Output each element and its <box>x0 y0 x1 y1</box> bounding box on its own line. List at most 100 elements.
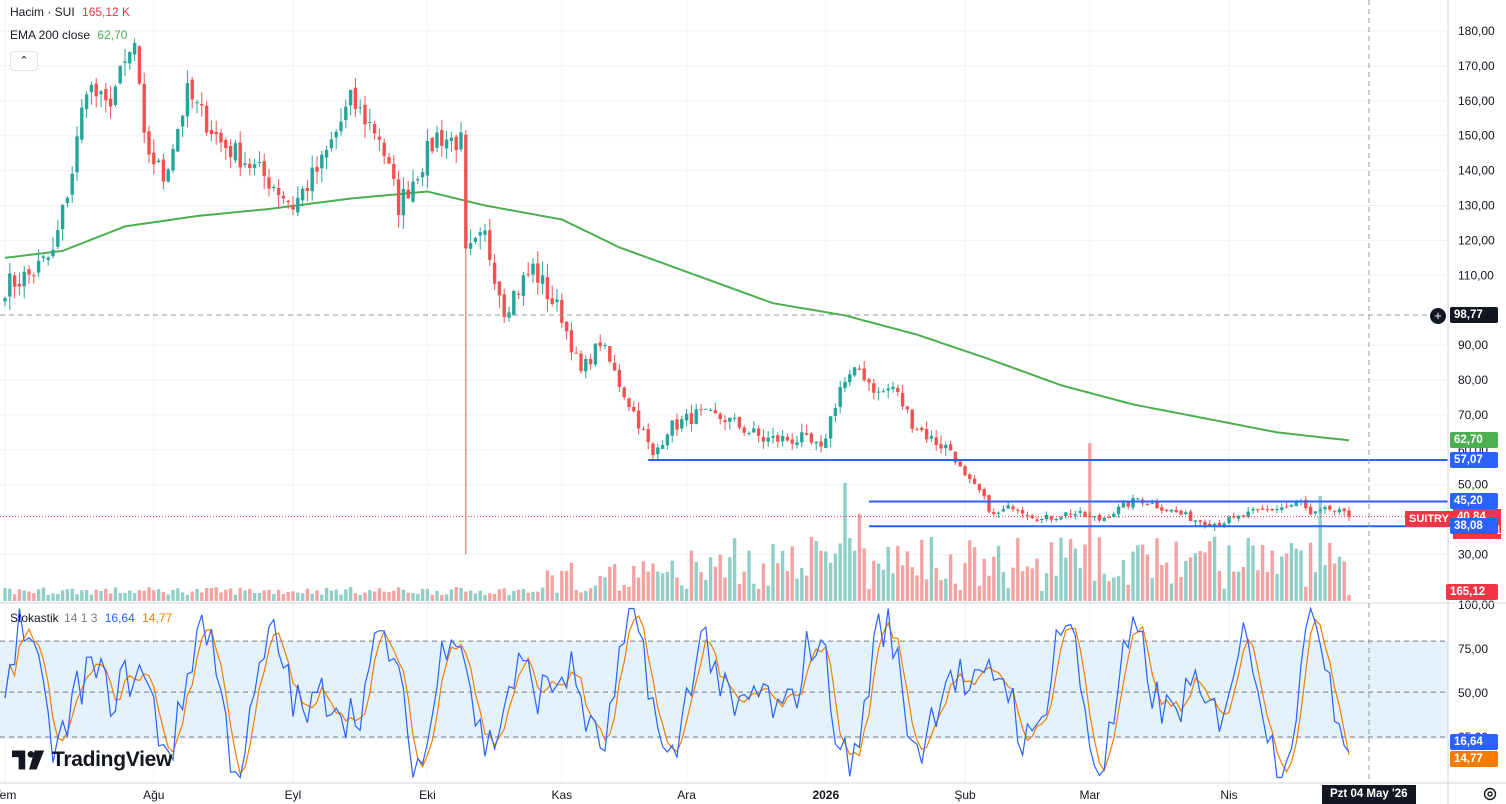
volume-bar <box>564 571 569 601</box>
volume-bar <box>536 591 540 601</box>
candle-body <box>785 436 790 441</box>
stoch-legend[interactable]: Stokastik 14 1 3 16,64 14,77 <box>10 611 172 625</box>
price-level-tag: 62,70 <box>1450 432 1498 449</box>
candle-body <box>1246 511 1250 517</box>
volume-bar <box>425 588 430 601</box>
volume-bar <box>915 575 919 601</box>
volume-bar <box>900 565 905 601</box>
volume-legend[interactable]: Hacim · SUI 165,12 K <box>10 5 130 19</box>
volume-bar <box>713 566 718 601</box>
candle-body <box>848 374 852 383</box>
candle-body <box>867 379 871 383</box>
volume-bar <box>440 594 444 601</box>
volume-bar <box>992 556 996 601</box>
volume-bar <box>1011 567 1015 601</box>
volume-bar <box>252 593 257 601</box>
volume-bar <box>1164 562 1169 601</box>
volume-bar <box>1121 559 1126 601</box>
volume-bar <box>550 575 554 601</box>
volume-bar <box>214 587 218 601</box>
candle-body <box>17 283 22 287</box>
candle-body <box>1044 514 1049 520</box>
candle-body <box>732 418 737 420</box>
candle-body <box>641 428 646 430</box>
candle-body <box>497 281 502 296</box>
candle-body <box>651 443 655 456</box>
volume-bar <box>1280 556 1284 601</box>
candle-body <box>1241 515 1246 517</box>
volume-bar <box>1232 571 1236 601</box>
candle-body <box>670 420 674 436</box>
candle-body <box>843 381 847 389</box>
candle-body <box>1188 511 1193 522</box>
candle-body <box>56 230 60 247</box>
candle-body <box>900 392 905 407</box>
volume-bar <box>435 590 439 601</box>
candle-body <box>1145 503 1150 505</box>
price-tick-label: 120,00 <box>1458 233 1495 247</box>
candle-body <box>185 83 190 117</box>
candle-body <box>1059 517 1063 520</box>
candle-body <box>819 441 823 447</box>
ema-legend[interactable]: EMA 200 close 62,70 <box>10 28 127 42</box>
candle-body <box>1256 509 1260 511</box>
volume-bar <box>694 562 698 601</box>
collapse-legend-button[interactable]: ⌃ <box>10 51 38 71</box>
stoch-tick-label: 100,00 <box>1458 598 1495 612</box>
volume-bar <box>656 571 660 601</box>
candle-body <box>416 179 420 181</box>
candle-body <box>425 141 430 176</box>
candle-body <box>545 277 550 300</box>
candle-body <box>1006 505 1010 509</box>
candle-body <box>1011 506 1015 510</box>
volume-bar <box>320 594 324 601</box>
volume-bar <box>1092 580 1097 601</box>
candle-body <box>632 406 636 412</box>
candle-body <box>459 132 463 150</box>
candle-body <box>1289 505 1294 507</box>
volume-bar <box>132 593 137 601</box>
candle-body <box>430 137 434 152</box>
candle-body <box>828 416 833 439</box>
price-tick-label: 150,00 <box>1458 129 1495 143</box>
volume-bar <box>948 554 953 601</box>
volume-bar <box>963 562 967 601</box>
volume-bar <box>526 592 530 601</box>
candle-body <box>1236 515 1241 519</box>
volume-bar <box>171 589 175 601</box>
candle-body <box>1284 506 1289 508</box>
candle-body <box>540 275 545 284</box>
volume-bar <box>646 571 650 601</box>
tradingview-logo[interactable]: TradingView <box>12 748 172 772</box>
volume-bar <box>12 594 17 601</box>
candle-body <box>1054 518 1058 520</box>
candle-body <box>70 173 74 195</box>
candle-body <box>516 293 521 295</box>
volume-bar <box>569 562 574 601</box>
candle-body <box>766 437 770 442</box>
candle-body <box>108 98 113 107</box>
volume-bar <box>310 594 314 601</box>
candle-body <box>1179 510 1183 515</box>
candle-body <box>502 294 506 318</box>
gear-icon[interactable] <box>1482 786 1498 802</box>
volume-bar <box>1203 552 1207 601</box>
volume-bar <box>800 567 804 601</box>
volume-bar <box>348 587 353 601</box>
volume-bar <box>1054 575 1058 601</box>
volume-bar <box>953 583 958 601</box>
candle-body <box>478 232 482 236</box>
candle-body <box>1068 513 1073 515</box>
candle-body <box>468 243 473 249</box>
candle-body <box>1131 497 1135 508</box>
volume-bar <box>137 589 142 601</box>
candle-body <box>646 429 650 443</box>
volume-bar <box>603 577 607 601</box>
candle-body <box>1212 523 1217 527</box>
stoch-d-line <box>4 615 1350 776</box>
volume-bar <box>27 591 31 601</box>
plus-circle-icon[interactable]: + <box>1430 308 1446 324</box>
volume-bar <box>286 591 290 601</box>
candle-body <box>896 387 900 392</box>
